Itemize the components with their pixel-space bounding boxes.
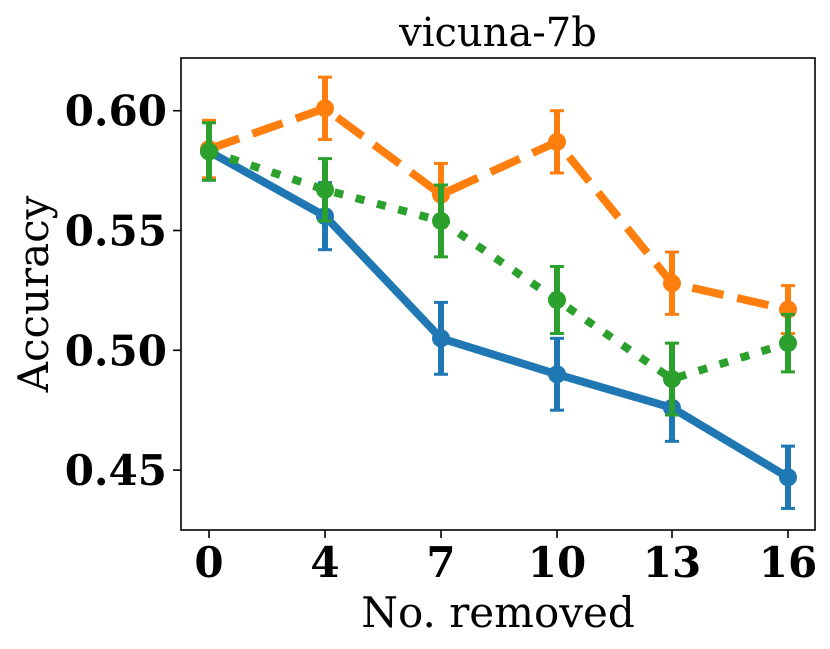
chart-title: vicuna-7b bbox=[398, 10, 597, 56]
x-tick-label: 13 bbox=[643, 538, 701, 587]
y-tick-label: 0.60 bbox=[65, 87, 167, 136]
y-tick-label: 0.45 bbox=[65, 446, 167, 495]
data-point bbox=[779, 334, 797, 353]
data-point bbox=[663, 370, 681, 389]
x-tick-label: 4 bbox=[310, 538, 339, 587]
series-blue-solid bbox=[200, 121, 797, 510]
data-point bbox=[200, 142, 218, 161]
data-point bbox=[548, 290, 566, 309]
x-tick-label: 16 bbox=[759, 538, 817, 587]
series-line bbox=[207, 147, 790, 384]
y-tick-label: 0.55 bbox=[65, 207, 167, 256]
data-point bbox=[316, 99, 334, 118]
y-axis-ticks: 0.45 0.50 0.55 0.60 bbox=[65, 87, 181, 495]
data-point bbox=[548, 132, 566, 151]
data-point bbox=[316, 180, 334, 199]
series-orange-dashed bbox=[200, 75, 797, 336]
y-axis-label: Accuracy bbox=[9, 195, 58, 393]
x-axis-ticks: 0 4 7 10 13 16 bbox=[194, 530, 817, 587]
data-point bbox=[663, 274, 681, 293]
data-point bbox=[432, 211, 450, 230]
x-tick-label: 0 bbox=[194, 538, 223, 587]
data-point bbox=[779, 468, 797, 487]
plot-frame bbox=[180, 57, 816, 531]
x-tick-label: 7 bbox=[426, 538, 455, 587]
series-layer bbox=[200, 75, 797, 510]
data-point bbox=[432, 329, 450, 348]
y-tick-label: 0.50 bbox=[65, 326, 167, 375]
data-point bbox=[548, 365, 566, 384]
series-green-dotted bbox=[200, 121, 797, 417]
x-tick-label: 10 bbox=[528, 538, 586, 587]
x-axis-label: No. removed bbox=[361, 588, 635, 637]
series-line bbox=[207, 147, 791, 481]
series-line bbox=[207, 104, 789, 314]
